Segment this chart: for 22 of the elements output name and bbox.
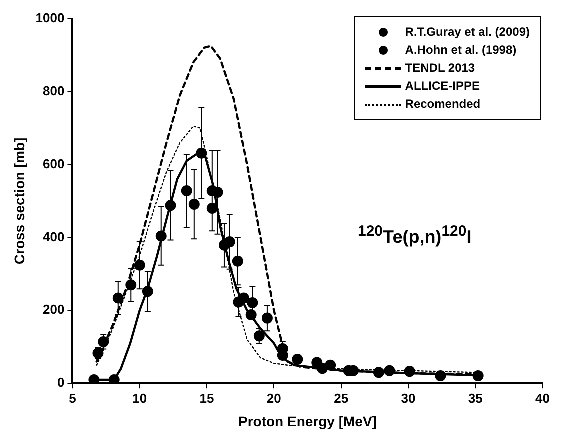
legend-label: ALLICE-IPPE bbox=[405, 79, 480, 93]
x-tick-label: 35 bbox=[468, 390, 483, 406]
y-tick-label: 1000 bbox=[36, 10, 65, 26]
legend-label: Recomended bbox=[405, 97, 481, 111]
y-tick-label: 600 bbox=[43, 156, 65, 172]
x-tick-label: 10 bbox=[132, 390, 148, 406]
x-tick-label: 15 bbox=[200, 390, 214, 406]
x-tick-label: 20 bbox=[266, 390, 282, 406]
x-tick-label: 5 bbox=[69, 390, 76, 406]
x-tick-label: 30 bbox=[401, 390, 416, 406]
x-tick-label: 25 bbox=[334, 390, 349, 406]
legend-label: A.Hohn et al. (1998) bbox=[405, 43, 517, 57]
y-axis-title: Cross section [mb] bbox=[11, 138, 28, 265]
x-axis-title: Proton Energy [MeV] bbox=[238, 413, 377, 430]
y-tick-label: 800 bbox=[43, 83, 65, 98]
annotation: $^{120}$Te(p,n)$^{120}$I bbox=[358, 223, 472, 248]
y-tick-label: 400 bbox=[43, 229, 65, 244]
legend-label: R.T.Guray et al. (2009) bbox=[405, 25, 530, 39]
y-tick-label: 200 bbox=[43, 302, 65, 318]
x-tick-label: 40 bbox=[536, 390, 550, 406]
legend-label: TENDL 2013 bbox=[405, 61, 476, 75]
y-tick-label: 0 bbox=[57, 375, 65, 390]
